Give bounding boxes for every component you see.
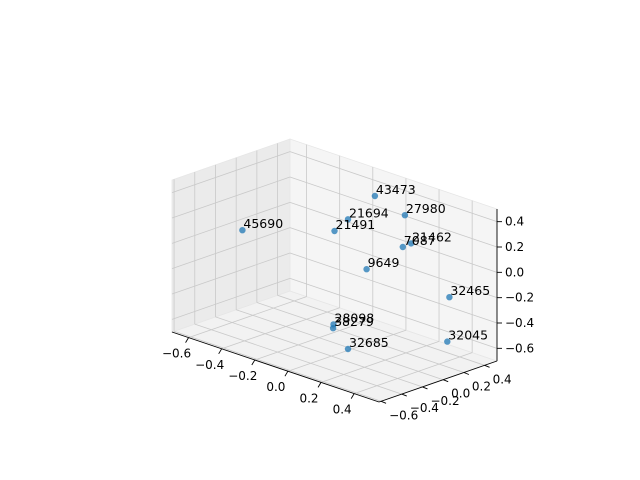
x-axis-line (171, 331, 380, 403)
y-grid-line (236, 309, 444, 381)
data-point-label: 45690 (243, 216, 283, 231)
z-grid-line (289, 277, 498, 349)
z-grid-line (171, 201, 291, 244)
x-tick-label: 0.2 (299, 391, 318, 405)
x-grid-line (320, 341, 440, 383)
z-grid-line (289, 201, 498, 273)
z-tick-label: 0.2 (505, 240, 524, 254)
x-tick-mark (218, 348, 223, 355)
x-tick-label: 0.4 (333, 403, 352, 417)
data-point-label: 38279 (334, 314, 374, 329)
z-tick-label: 0.0 (505, 265, 524, 279)
y-tick-mark (484, 364, 490, 368)
x-tick-label: 0.0 (266, 380, 285, 394)
y-tick-label: 0.0 (451, 387, 470, 401)
data-point (444, 338, 451, 345)
data-point (401, 212, 409, 219)
z-tick-label: −0.6 (505, 341, 534, 355)
y-tick-mark (401, 393, 407, 397)
data-point (363, 266, 370, 273)
data-point-label: 9649 (368, 255, 400, 270)
axis-ticks: −0.6−0.4−0.20.00.20.4 −0.6−0.4−0.20.00.20… (162, 215, 534, 423)
y-grid-line (277, 294, 485, 366)
x-tick-mark (350, 393, 355, 399)
x-tick-mark (251, 359, 256, 366)
data-point-label: 43473 (376, 182, 416, 197)
z-grid-line (289, 176, 498, 248)
y-tick-mark (422, 386, 428, 390)
data-point-label: 32465 (450, 283, 490, 298)
x-grid-line (221, 307, 340, 350)
z-grid-line (171, 252, 291, 295)
z-grid-line (171, 176, 291, 219)
y-axis-line (378, 360, 498, 403)
z-grid-line (171, 151, 291, 194)
x-grid-line (254, 318, 373, 361)
z-tick-label: 0.4 (505, 215, 524, 229)
y-grid-line (173, 330, 382, 402)
data-point (239, 227, 246, 234)
data-point (371, 192, 379, 200)
data-point (344, 216, 352, 223)
y-tick-mark (443, 379, 449, 383)
data-point-label: 27980 (406, 201, 446, 216)
data-point-label: 21462 (412, 229, 452, 244)
y-tick-label: 0.4 (493, 372, 512, 386)
data-point-label: 21491 (336, 217, 376, 232)
x-tick-label: −0.4 (195, 358, 224, 372)
x-tick-label: −0.2 (228, 369, 257, 383)
y-grid-line (215, 316, 423, 388)
data-point (399, 243, 406, 251)
data-point (329, 325, 337, 332)
z-grid-line (289, 252, 498, 324)
axis-lines (171, 209, 498, 403)
y-tick-label: 0.2 (472, 380, 491, 394)
x-tick-mark (317, 382, 322, 388)
data-point-label: 32685 (349, 335, 389, 350)
z-grid-line (171, 227, 291, 270)
y-grid-line (194, 323, 402, 395)
x-tick-label: −0.6 (162, 347, 191, 361)
data-point-label: 21694 (349, 205, 389, 220)
data-point (407, 240, 415, 247)
data-point (344, 345, 352, 353)
data-point (446, 294, 453, 301)
x-grid-line (188, 296, 307, 338)
z-tick-label: −0.4 (505, 316, 534, 330)
z-grid-line (289, 151, 498, 223)
data-point-label: 28098 (335, 310, 375, 325)
x-tick-mark (185, 337, 189, 343)
y-tick-mark (463, 372, 470, 375)
y-tick-label: −0.2 (430, 394, 459, 408)
z-tick-label: −0.2 (505, 291, 534, 305)
data-point-label: 32045 (448, 328, 488, 343)
data-point-label: 7087 (404, 233, 436, 248)
y-tick-label: −0.4 (410, 401, 439, 415)
z-grid-line (289, 227, 498, 299)
y-tick-mark (380, 400, 387, 404)
x-grid-line (354, 352, 473, 394)
data-point (331, 227, 338, 235)
x-tick-mark (284, 370, 289, 377)
z-grid-line (171, 277, 291, 320)
y-tick-label: −0.6 (389, 408, 418, 422)
y-grid-line (256, 302, 465, 373)
